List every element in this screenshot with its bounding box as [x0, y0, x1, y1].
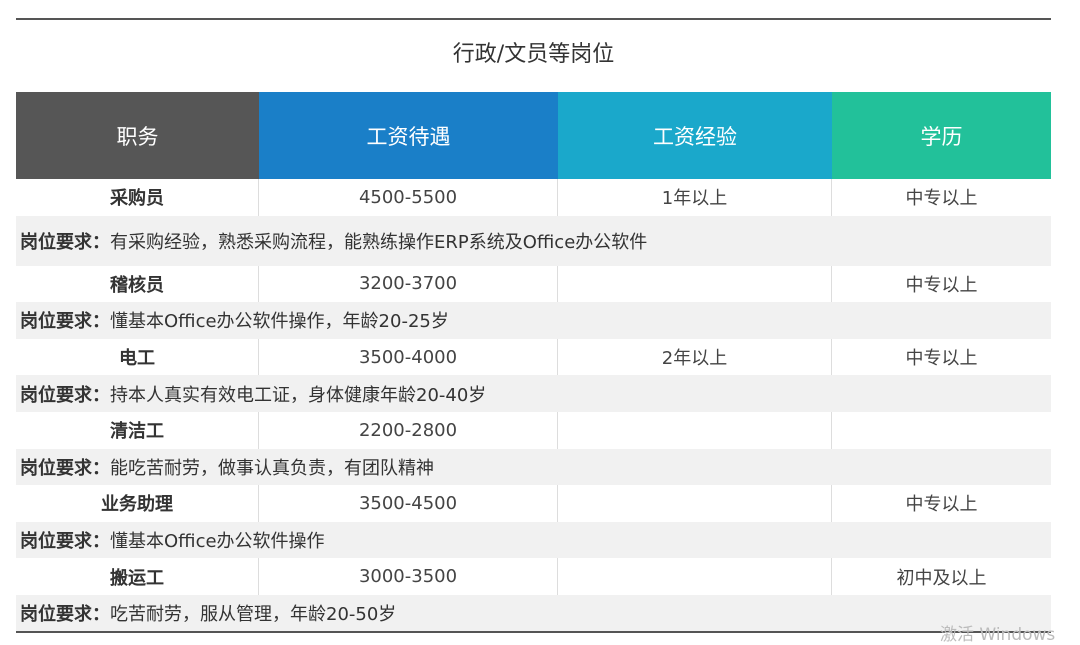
table-row: 业务助理 3500-4500 中专以上: [16, 485, 1051, 522]
requirement-row: 岗位要求： 能吃苦耐劳，做事认真负责，有团队精神: [16, 448, 1051, 486]
job-experience: 1年以上: [558, 179, 832, 216]
header-education: 学历: [832, 92, 1051, 179]
job-education: 中专以上: [905, 188, 978, 210]
job-education: 中专以上: [905, 274, 978, 296]
job-experience: [558, 265, 832, 303]
job-experience: [558, 558, 832, 595]
job-salary: 4500-5500: [259, 179, 558, 216]
requirement-text: 懂基本Office办公软件操作，年龄20-25岁: [110, 311, 449, 333]
header-experience: 工资经验: [558, 92, 832, 179]
job-experience: [558, 411, 832, 449]
job-salary: 3000-3500: [259, 558, 558, 595]
job-education: 中专以上: [905, 494, 978, 516]
requirement-label: 岗位要求：: [20, 604, 110, 626]
job-name: 清洁工: [16, 411, 259, 449]
job-name: 采购员: [16, 179, 259, 216]
job-name: 电工: [16, 338, 259, 376]
requirement-row: 岗位要求： 懂基本Office办公软件操作: [16, 521, 1051, 559]
job-experience: 2年以上: [558, 338, 832, 376]
requirement-row: 岗位要求： 有采购经验，熟悉采购流程，能熟练操作ERP系统及Office办公软件: [16, 215, 1051, 266]
requirement-label: 岗位要求：: [20, 457, 110, 479]
table-body: 采购员 4500-5500 1年以上 中专以上 岗位要求： 有采购经验，熟悉采购流程，能熟…: [16, 179, 1051, 632]
job-name: 业务助理: [16, 485, 259, 522]
bottom-divider: [16, 631, 1051, 633]
job-name: 稽核员: [16, 265, 259, 303]
table-row: 电工 3500-4000 2年以上 中专以上: [16, 338, 1051, 376]
job-education: 中专以上: [905, 348, 978, 370]
job-salary: 2200-2800: [259, 411, 558, 449]
job-education: [832, 412, 1051, 449]
job-name: 搬运工: [16, 558, 259, 595]
job-salary: 3500-4000: [259, 338, 558, 376]
job-salary: 3200-3700: [259, 265, 558, 303]
requirement-label: 岗位要求：: [20, 231, 110, 253]
requirement-row: 岗位要求： 吃苦耐劳，服从管理，年龄20-50岁: [16, 594, 1051, 632]
table-row: 清洁工 2200-2800: [16, 411, 1051, 449]
table-header: 职务 工资待遇 工资经验 学历: [16, 92, 1051, 179]
requirement-text: 持本人真实有效电工证，身体健康年龄20-40岁: [110, 384, 487, 406]
requirement-row: 岗位要求： 持本人真实有效电工证，身体健康年龄20-40岁: [16, 375, 1051, 412]
top-divider: [16, 18, 1051, 20]
requirement-text: 有采购经验，熟悉采购流程，能熟练操作ERP系统及Office办公软件: [110, 231, 648, 253]
job-education: 初中及以上: [896, 567, 987, 589]
requirement-label: 岗位要求：: [20, 531, 110, 553]
header-salary: 工资待遇: [259, 92, 558, 179]
requirement-row: 岗位要求： 懂基本Office办公软件操作，年龄20-25岁: [16, 302, 1051, 339]
job-salary: 3500-4500: [259, 485, 558, 522]
table-row: 稽核员 3200-3700 中专以上: [16, 265, 1051, 303]
job-experience: [558, 485, 832, 522]
header-position: 职务: [16, 92, 259, 179]
table-row: 采购员 4500-5500 1年以上 中专以上: [16, 179, 1051, 216]
requirement-label: 岗位要求：: [20, 384, 110, 406]
requirement-text: 懂基本Office办公软件操作: [110, 531, 325, 553]
jobs-table: 职务 工资待遇 工资经验 学历 采购员 4500-5500 1年以上 中专以上 岗位要求…: [16, 92, 1051, 632]
requirement-label: 岗位要求：: [20, 311, 110, 333]
requirement-text: 吃苦耐劳，服从管理，年龄20-50岁: [110, 604, 397, 626]
requirement-text: 能吃苦耐劳，做事认真负责，有团队精神: [110, 457, 434, 479]
table-row: 搬运工 3000-3500 初中及以上: [16, 558, 1051, 595]
page-title: 行政/文员等岗位: [452, 42, 615, 67]
windows-activation-watermark: 激活 Windows: [940, 625, 1056, 645]
